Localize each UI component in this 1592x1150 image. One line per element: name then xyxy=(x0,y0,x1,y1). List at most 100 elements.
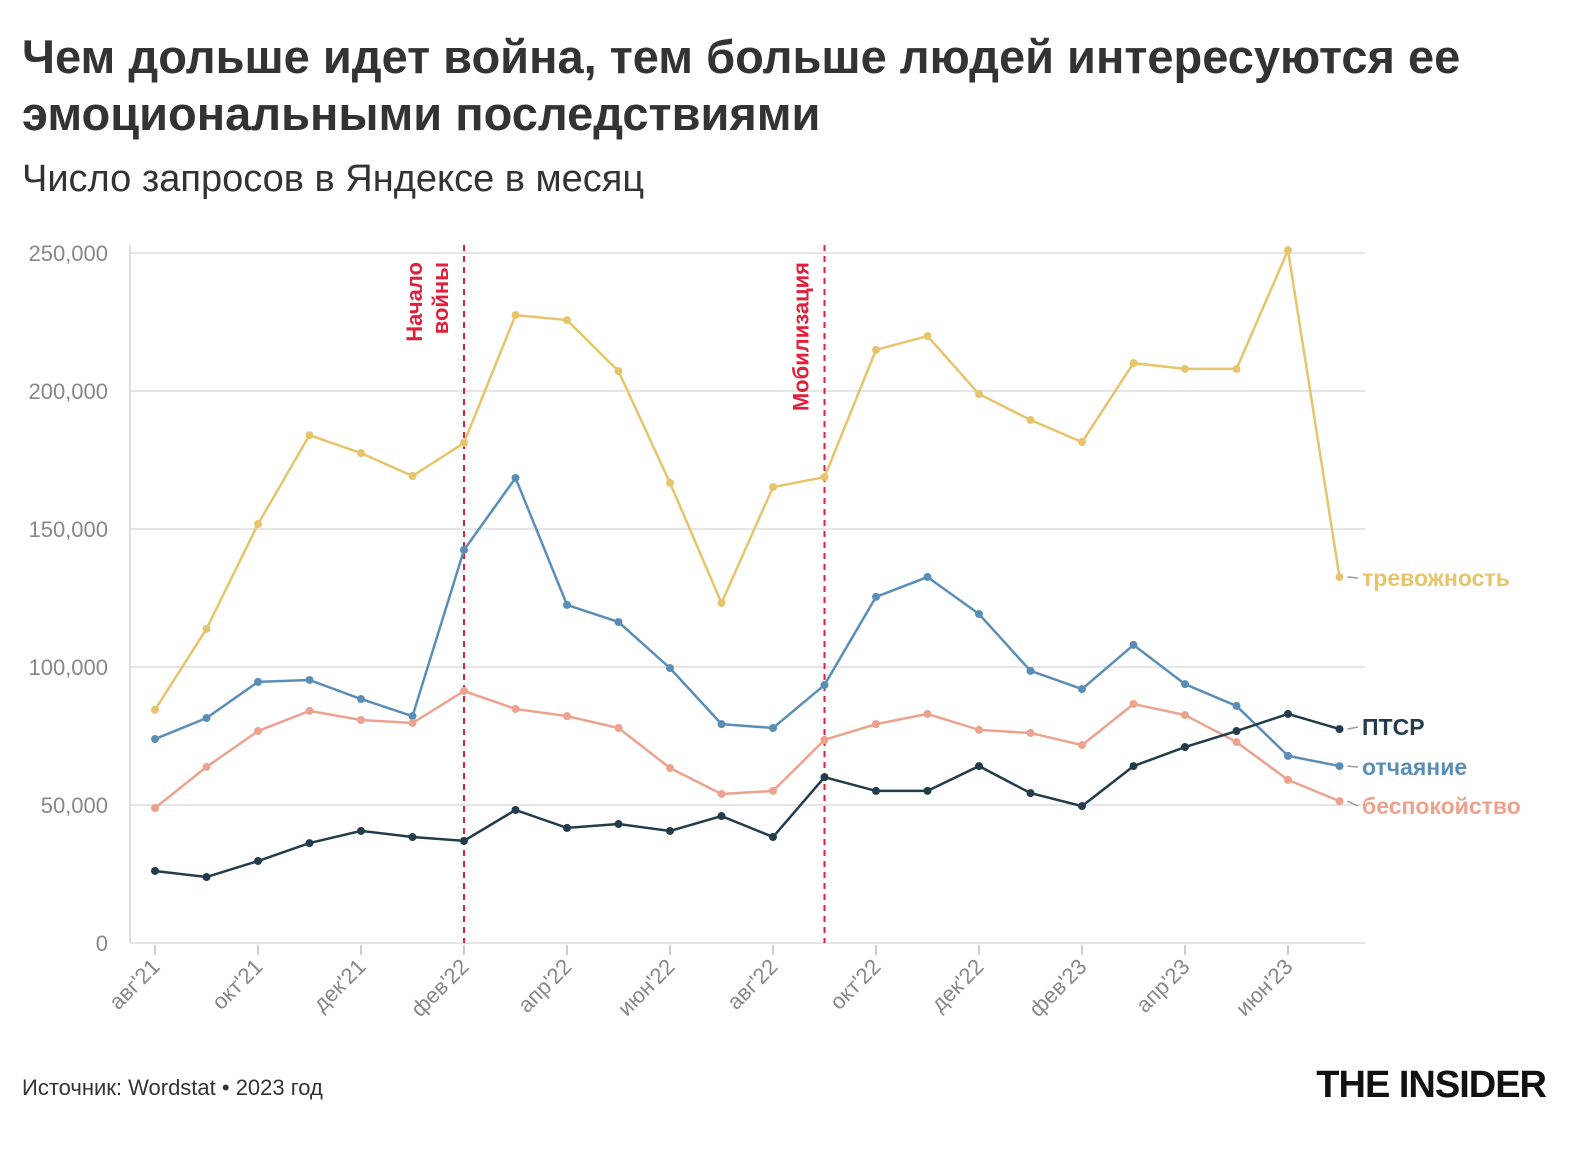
label-leader xyxy=(1347,765,1359,768)
series-label: отчаяние xyxy=(1362,754,1467,780)
data-point xyxy=(1284,751,1292,760)
annotation-label: Начало xyxy=(402,262,427,342)
data-point xyxy=(357,715,365,724)
data-point xyxy=(305,675,314,684)
data-point xyxy=(1078,438,1086,447)
x-tick-label: окт'21 xyxy=(207,954,268,1015)
x-tick-label: авг'21 xyxy=(104,954,165,1015)
data-point xyxy=(666,478,674,487)
series-line-тревожность xyxy=(153,245,1341,711)
data-point xyxy=(975,390,983,399)
data-point xyxy=(254,520,262,529)
data-point xyxy=(769,723,777,732)
x-tick-label: окт'22 xyxy=(825,954,886,1015)
data-point xyxy=(769,833,777,842)
data-point xyxy=(408,719,417,728)
data-point xyxy=(1026,415,1035,424)
data-point xyxy=(1078,802,1086,811)
data-point xyxy=(357,695,365,704)
data-point xyxy=(202,762,211,771)
data-point xyxy=(614,367,623,376)
data-point xyxy=(820,680,829,689)
brand-logo: THE INSIDER xyxy=(1316,1064,1547,1106)
data-point xyxy=(254,727,262,736)
data-point xyxy=(511,311,520,320)
y-tick-label: 50,000 xyxy=(41,793,108,818)
series-line-беспокойство xyxy=(154,689,1340,810)
data-point xyxy=(1181,743,1189,752)
chart-subtitle: Число запросов в Яндексе в месяц xyxy=(22,158,645,200)
y-tick-label: 0 xyxy=(96,931,108,956)
annotation-label: Мобилизация xyxy=(789,262,814,411)
x-tick-label: дек'22 xyxy=(926,954,988,1016)
data-point xyxy=(305,706,314,715)
data-point xyxy=(923,786,932,795)
data-point xyxy=(923,573,932,582)
data-point xyxy=(202,714,211,723)
data-point xyxy=(1335,797,1344,806)
data-point xyxy=(511,473,520,482)
series-line-отчаяние xyxy=(154,475,1340,768)
annotation-label: войны xyxy=(428,262,453,334)
data-point xyxy=(151,735,159,744)
label-leader xyxy=(1347,800,1359,807)
data-point xyxy=(511,805,520,814)
data-point xyxy=(1078,685,1086,694)
data-point xyxy=(923,709,932,718)
series-label: беспокойство xyxy=(1362,793,1521,819)
data-point xyxy=(1129,359,1138,368)
data-point xyxy=(872,592,880,601)
data-point xyxy=(151,866,159,875)
data-point xyxy=(305,431,314,440)
data-point xyxy=(151,705,159,714)
data-point xyxy=(151,804,159,813)
y-tick-label: 150,000 xyxy=(28,517,108,542)
data-point xyxy=(511,704,520,713)
data-point xyxy=(872,345,880,354)
data-point xyxy=(872,786,880,795)
data-point xyxy=(563,316,571,325)
data-point xyxy=(1232,727,1241,736)
data-point xyxy=(769,786,777,795)
data-point xyxy=(1335,725,1344,734)
data-point xyxy=(460,545,468,554)
y-tick-label: 250,000 xyxy=(28,241,108,266)
data-point xyxy=(1078,741,1086,750)
data-point xyxy=(1129,762,1138,771)
data-point xyxy=(975,610,983,619)
data-point xyxy=(1335,762,1344,771)
data-point xyxy=(1026,789,1035,798)
x-tick-label: июн'22 xyxy=(613,954,680,1021)
data-point xyxy=(975,762,983,771)
data-point xyxy=(923,332,932,341)
data-point xyxy=(872,720,880,729)
data-point xyxy=(1335,573,1344,582)
data-point xyxy=(1232,364,1241,373)
data-point xyxy=(1284,775,1292,784)
data-point xyxy=(1129,640,1138,649)
x-tick-label: фев'23 xyxy=(1024,954,1092,1022)
data-point xyxy=(666,826,674,835)
data-point xyxy=(820,773,829,782)
x-tick-label: фев'22 xyxy=(406,954,474,1022)
data-point xyxy=(408,833,417,842)
data-point xyxy=(717,812,726,821)
data-point xyxy=(1232,701,1241,710)
source-note: Источник: Wordstat • 2023 год xyxy=(22,1075,323,1100)
data-point xyxy=(563,823,571,832)
data-point xyxy=(1181,711,1189,720)
data-point xyxy=(614,618,623,627)
data-point xyxy=(1129,699,1138,708)
data-point xyxy=(460,438,468,447)
data-point xyxy=(614,820,623,829)
y-tick-label: 100,000 xyxy=(28,655,108,680)
data-point xyxy=(357,449,365,458)
x-tick-label: апр'22 xyxy=(513,954,577,1018)
data-point xyxy=(769,483,777,492)
data-point xyxy=(305,839,314,848)
data-point xyxy=(1284,246,1292,255)
series-label: ПТСР xyxy=(1362,714,1425,740)
data-point xyxy=(563,712,571,721)
y-tick-label: 200,000 xyxy=(28,379,108,404)
